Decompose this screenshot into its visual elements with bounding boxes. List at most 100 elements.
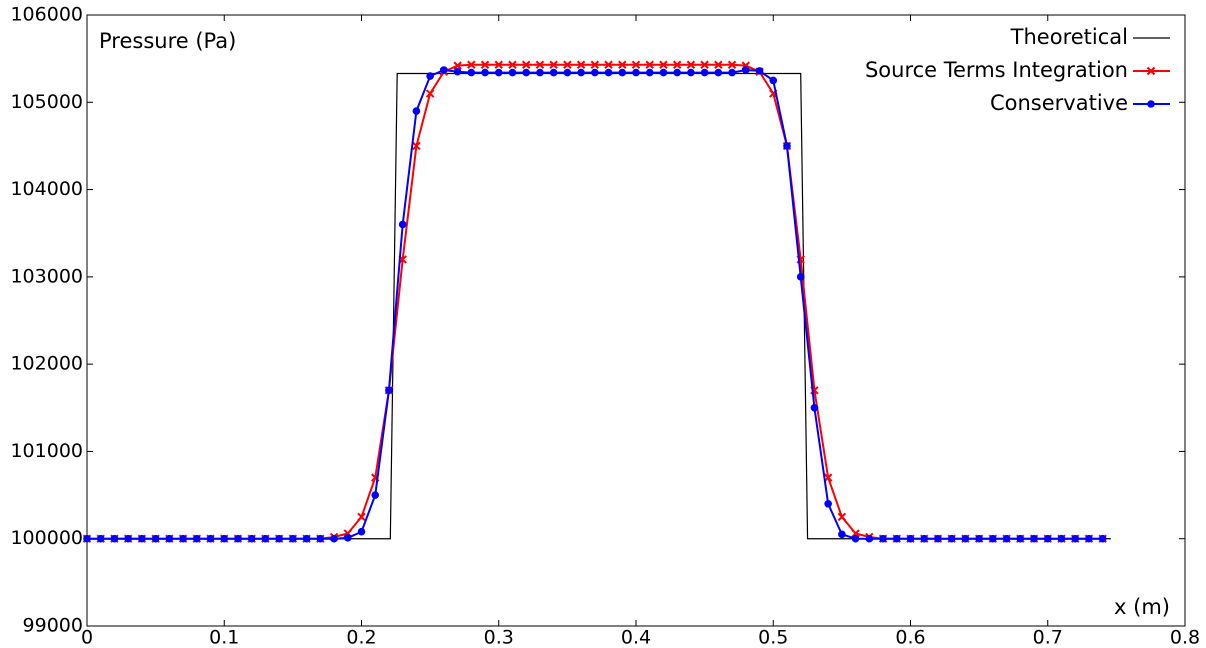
- marker-dot: [481, 68, 489, 77]
- x-tick-label: 0.7: [1033, 627, 1063, 648]
- marker-dot: [1085, 534, 1093, 543]
- marker-dot: [343, 534, 352, 542]
- marker-dot: [769, 76, 778, 85]
- marker-dot: [783, 142, 791, 150]
- marker-dot: [632, 68, 640, 77]
- legend-label: Conservative: [990, 91, 1128, 115]
- marker-dot: [755, 67, 764, 75]
- marker-x: [659, 60, 668, 69]
- x-tick-label: 0.2: [346, 627, 376, 648]
- legend-label: Theoretical: [1010, 25, 1128, 49]
- marker-x: [521, 60, 531, 69]
- marker-dot: [440, 66, 448, 74]
- y-tick-label: 101000: [10, 440, 83, 462]
- marker-dot: [865, 534, 874, 543]
- marker-x: [631, 60, 641, 69]
- marker-x: [549, 60, 558, 69]
- marker-dot: [179, 534, 187, 543]
- marker-dot: [302, 534, 311, 543]
- marker-dot: [700, 68, 709, 77]
- marker-dot: [536, 68, 544, 77]
- marker-x: [714, 60, 723, 69]
- marker-dot: [851, 534, 860, 543]
- marker-dot: [316, 534, 325, 543]
- marker-dot: [165, 534, 174, 543]
- marker-dot: [549, 68, 558, 77]
- marker-dot: [494, 68, 503, 77]
- y-tick-label: 104000: [10, 178, 83, 200]
- marker-dot: [193, 534, 201, 543]
- marker-dot: [467, 68, 476, 77]
- marker-dot: [110, 534, 119, 543]
- marker-dot: [604, 68, 613, 77]
- marker-dot: [522, 68, 530, 77]
- marker-dot: [234, 534, 242, 543]
- marker-x: [467, 60, 476, 69]
- marker-x: [1146, 66, 1156, 76]
- marker-dot: [934, 534, 942, 543]
- x-tick-label: 0.8: [1170, 627, 1200, 648]
- marker-dot: [742, 66, 750, 74]
- marker-dot: [124, 534, 132, 543]
- marker-x: [645, 60, 654, 69]
- marker-dot: [1002, 534, 1011, 543]
- marker-dot: [947, 534, 956, 543]
- marker-dot: [275, 534, 283, 543]
- x-tick-label: 0.1: [209, 627, 239, 648]
- marker-dot: [961, 534, 970, 543]
- series-line: [87, 68, 1103, 540]
- marker-dot: [687, 68, 695, 77]
- marker-x: [686, 60, 696, 69]
- marker-dot: [591, 68, 599, 77]
- y-tick-label: 100000: [10, 527, 83, 549]
- marker-dot: [151, 534, 160, 543]
- marker-dot: [1043, 534, 1052, 543]
- y-tick-label: 102000: [10, 353, 83, 375]
- marker-dot: [728, 68, 736, 77]
- marker-dot: [1057, 534, 1066, 543]
- marker-dot: [385, 386, 393, 395]
- marker-x: [425, 89, 435, 98]
- marker-dot: [1098, 534, 1107, 543]
- marker-dot: [220, 534, 229, 543]
- x-axis-label: x (m): [1114, 595, 1170, 619]
- marker-dot: [371, 491, 380, 499]
- marker-dot: [330, 534, 338, 543]
- marker-dot: [1147, 100, 1155, 108]
- marker-x: [576, 60, 586, 69]
- marker-dot: [810, 403, 819, 412]
- marker-dot: [357, 527, 366, 536]
- y-tick-label: 106000: [10, 4, 83, 26]
- marker-dot: [563, 68, 572, 77]
- marker-x: [590, 60, 600, 69]
- marker-x: [727, 60, 737, 69]
- marker-dot: [673, 68, 681, 77]
- x-tick-label: 0: [81, 627, 93, 648]
- marker-x: [672, 60, 682, 69]
- marker-dot: [975, 534, 983, 543]
- marker-dot: [920, 534, 929, 543]
- y-axis-label: Pressure (Pa): [99, 29, 236, 53]
- marker-x: [618, 60, 627, 69]
- marker-dot: [412, 107, 421, 115]
- marker-dot: [645, 68, 654, 77]
- x-tick-label: 0.4: [621, 627, 651, 648]
- marker-dot: [206, 534, 215, 543]
- marker-dot: [906, 534, 915, 543]
- marker-dot: [453, 67, 462, 76]
- marker-dot: [577, 68, 585, 77]
- marker-dot: [838, 530, 846, 539]
- marker-x: [700, 60, 709, 69]
- marker-x: [508, 60, 517, 69]
- marker-dot: [398, 220, 407, 229]
- marker-dot: [824, 500, 832, 508]
- marker-x: [604, 60, 613, 69]
- x-tick-label: 0.5: [758, 627, 788, 648]
- marker-x: [837, 512, 847, 522]
- marker-dot: [714, 68, 723, 77]
- legend-label: Source Terms Integration: [865, 58, 1128, 82]
- marker-dot: [796, 273, 805, 281]
- marker-dot: [508, 68, 517, 77]
- marker-x: [357, 512, 366, 522]
